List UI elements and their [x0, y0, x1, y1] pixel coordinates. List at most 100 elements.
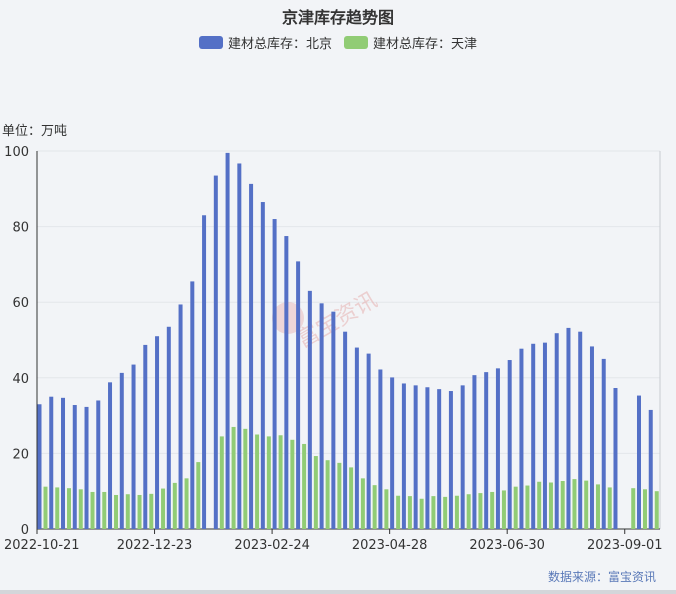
bar-tianjin — [560, 480, 565, 529]
bar-tianjin — [501, 490, 506, 529]
bar-beijing — [96, 400, 101, 529]
bar-beijing — [190, 281, 195, 529]
bar-tianjin — [125, 494, 130, 529]
bar-beijing — [213, 175, 218, 529]
unit-label: 单位：万吨 — [2, 124, 68, 139]
bar-beijing — [249, 183, 254, 530]
bar-beijing — [331, 311, 336, 529]
bar-beijing — [49, 396, 54, 529]
bar-beijing — [437, 389, 442, 529]
bar-beijing — [260, 202, 265, 529]
bar-beijing — [155, 336, 160, 529]
bar-tianjin — [55, 487, 60, 529]
bar-beijing — [237, 163, 242, 529]
bar-tianjin — [43, 486, 48, 529]
bar-beijing — [531, 343, 536, 529]
bar-tianjin — [114, 494, 119, 529]
bar-tianjin — [654, 491, 659, 529]
y-tick-label: 0 — [21, 523, 29, 538]
bar-tianjin — [219, 436, 224, 529]
bar-tianjin — [443, 496, 448, 529]
x-tick-label: 2023-02-24 — [234, 538, 310, 553]
bar-beijing — [178, 304, 183, 529]
bar-tianjin — [372, 485, 377, 529]
bar-beijing — [284, 236, 289, 530]
bar-beijing — [272, 219, 277, 530]
bar-beijing — [319, 303, 324, 529]
bar-tianjin — [360, 478, 365, 529]
bar-beijing — [72, 405, 77, 529]
legend-item-beijing[interactable]: 建材总库存：北京 — [198, 33, 332, 52]
x-tick-label: 2022-12-23 — [117, 538, 193, 553]
bar-beijing — [413, 385, 418, 529]
y-tick-label: 40 — [12, 372, 29, 387]
bar-beijing — [108, 382, 113, 529]
bar-beijing — [484, 372, 489, 529]
bar-tianjin — [548, 482, 553, 529]
bar-beijing — [495, 368, 500, 529]
bar-tianjin — [149, 493, 154, 529]
bar-beijing — [202, 215, 207, 529]
bar-beijing — [61, 397, 66, 529]
legend-label-beijing: 建材总库存：北京 — [227, 37, 332, 52]
bar-beijing — [448, 391, 453, 529]
bar-tianjin — [78, 489, 83, 529]
legend-swatch-beijing — [198, 36, 223, 49]
bar-beijing — [613, 388, 618, 529]
bar-tianjin — [419, 498, 424, 529]
bar-beijing — [472, 375, 477, 529]
x-tick-label: 2023-06-30 — [469, 538, 545, 553]
bar-tianjin — [67, 488, 72, 529]
bar-beijing — [84, 406, 89, 529]
bar-tianjin — [278, 435, 283, 529]
bar-tianjin — [196, 462, 201, 529]
bar-tianjin — [584, 480, 589, 529]
bar-tianjin — [525, 485, 530, 529]
bar-beijing — [390, 377, 395, 529]
y-tick-label: 80 — [12, 221, 29, 236]
legend-item-tianjin[interactable]: 建材总库存：天津 — [344, 33, 477, 52]
bar-beijing — [554, 333, 559, 529]
bar-beijing — [401, 383, 406, 529]
bar-tianjin — [454, 495, 459, 529]
bar-tianjin — [255, 434, 260, 529]
bar-beijing — [37, 404, 42, 529]
bottom-border — [0, 590, 676, 594]
bar-tianjin — [90, 491, 95, 529]
bar-beijing — [648, 409, 653, 529]
bar-tianjin — [513, 486, 518, 529]
bar-tianjin — [102, 491, 107, 529]
bar-tianjin — [325, 460, 330, 529]
legend-label-tianjin: 建材总库存：天津 — [373, 37, 478, 52]
bar-beijing — [378, 369, 383, 529]
bar-tianjin — [384, 489, 389, 529]
bar-tianjin — [466, 494, 471, 529]
bar-tianjin — [490, 491, 495, 529]
bar-tianjin — [137, 494, 142, 529]
bar-beijing — [307, 290, 312, 529]
bar-tianjin — [396, 495, 401, 529]
bar-beijing — [601, 358, 606, 529]
bar-beijing — [296, 261, 301, 529]
bar-tianjin — [313, 456, 318, 529]
bar-beijing — [354, 347, 359, 529]
bar-beijing — [225, 152, 230, 529]
bar-tianjin — [595, 484, 600, 529]
y-tick-label: 20 — [12, 447, 29, 462]
chart-title: 京津库存趋势图 — [281, 8, 394, 27]
legend: 建材总库存：北京 建材总库存：天津 — [0, 33, 676, 52]
bar-tianjin — [161, 488, 166, 529]
bar-tianjin — [537, 481, 542, 529]
bar-beijing — [589, 346, 594, 529]
bar-beijing — [542, 342, 547, 529]
y-tick-label: 60 — [12, 296, 29, 311]
bar-tianjin — [407, 496, 412, 529]
source-label: 数据来源：富宝资讯 — [547, 570, 656, 584]
bar-beijing — [578, 331, 583, 529]
bar-beijing — [636, 395, 641, 529]
bar-tianjin — [266, 436, 271, 529]
bar-beijing — [460, 385, 465, 529]
bar-tianjin — [290, 439, 295, 529]
bar-tianjin — [337, 462, 342, 529]
